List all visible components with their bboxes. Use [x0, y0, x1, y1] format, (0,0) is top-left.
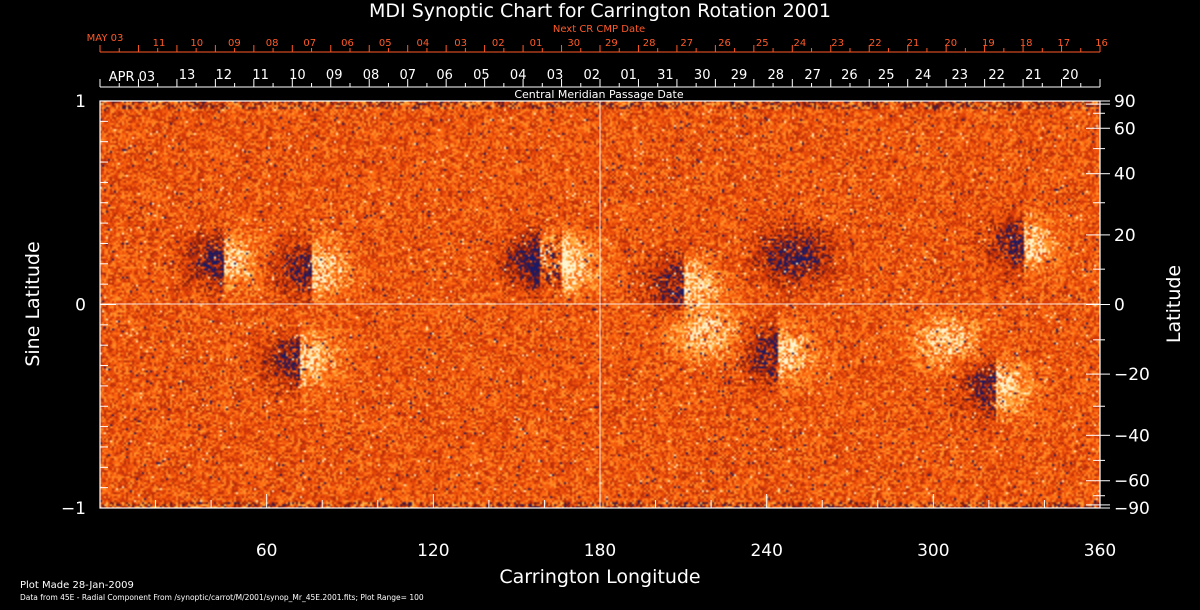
x-tick-label: 300: [917, 541, 949, 561]
next-cr-date-label: 17: [1057, 38, 1070, 49]
next-cr-date-label: 18: [1020, 38, 1033, 49]
next-cr-date-label: 19: [982, 38, 995, 49]
next-cr-date-label: 27: [680, 38, 693, 49]
y-right-tick-label: 60: [1114, 119, 1136, 139]
next-cr-date-label: 28: [643, 38, 656, 49]
next-cr-date-label: 06: [341, 38, 354, 49]
next-cr-date-label: 05: [379, 38, 392, 49]
x-tick-label: 360: [1084, 541, 1116, 561]
cmp-date-label: 28: [768, 68, 785, 83]
y-right-tick-label: −40: [1114, 426, 1150, 446]
next-cr-date-label: 01: [530, 38, 543, 49]
cmp-date-label: 26: [841, 68, 858, 83]
y-right-tick-label: −90: [1114, 499, 1150, 519]
cmp-date-label: 31: [657, 68, 674, 83]
data-source-note: Data from 45E - Radial Component From /s…: [20, 593, 424, 602]
cmp-date-label: 30: [694, 68, 711, 83]
cmp-date-label: 06: [436, 68, 453, 83]
cmp-date-label: 03: [547, 68, 564, 83]
next-cr-date-label: 03: [454, 38, 467, 49]
next-cr-date-label: 10: [190, 38, 203, 49]
next-cr-date-label: 23: [831, 38, 844, 49]
next-cr-date-label: 29: [605, 38, 618, 49]
next-cr-date-label: 30: [567, 38, 580, 49]
next-cr-date-label: 20: [944, 38, 957, 49]
y-right-tick-label: −60: [1114, 472, 1150, 492]
cmp-axis-title: Central Meridian Passage Date: [514, 88, 683, 101]
next-cr-date-label: 09: [228, 38, 241, 49]
y-right-tick-label: 40: [1114, 165, 1136, 185]
y-right-tick-label: 20: [1114, 226, 1136, 246]
cmp-start-label: APR 03: [109, 70, 155, 85]
x-axis-title: Carrington Longitude: [499, 566, 700, 588]
next-cr-date-label: 22: [869, 38, 882, 49]
next-cr-date-label: 25: [756, 38, 769, 49]
next-cr-date-label: 07: [303, 38, 316, 49]
x-tick-label: 240: [750, 541, 782, 561]
x-tick-label: 60: [256, 541, 278, 561]
y-right-tick-label: 0: [1114, 296, 1125, 316]
next-cr-date-label: 21: [907, 38, 920, 49]
next-cr-date-label: 16: [1095, 38, 1108, 49]
cmp-date-label: 12: [216, 68, 233, 83]
cmp-date-label: 22: [988, 68, 1005, 83]
cmp-date-label: 25: [878, 68, 895, 83]
next-cr-date-label: 24: [794, 38, 807, 49]
next-cr-date-label: 04: [417, 38, 430, 49]
next-cr-start-label: MAY 03: [87, 33, 124, 44]
cmp-date-label: 02: [584, 68, 601, 83]
next-cr-date-label: 08: [266, 38, 279, 49]
next-cr-date-label: 26: [718, 38, 731, 49]
x-tick-label: 180: [584, 541, 616, 561]
cmp-date-label: 07: [400, 68, 417, 83]
y-axis-right-title: Latitude: [1163, 265, 1185, 343]
y-left-tick-label: 1: [75, 92, 86, 112]
plot-made-note: Plot Made 28-Jan-2009: [20, 580, 134, 591]
cmp-date-label: 21: [1025, 68, 1042, 83]
cmp-date-label: 09: [326, 68, 343, 83]
cmp-date-label: 24: [915, 68, 932, 83]
next-cr-axis-title: Next CR CMP Date: [553, 24, 645, 35]
cmp-date-label: 01: [620, 68, 637, 83]
cmp-date-label: 11: [252, 68, 269, 83]
y-right-tick-label: −20: [1114, 365, 1150, 385]
y-left-tick-label: 0: [75, 296, 86, 316]
next-cr-axis-ticks: 11 10 09 08 07 06 05 04 03 02 01 30 29 28 27 26 25 24 23 22…: [99, 38, 1108, 52]
cmp-date-label: 04: [510, 68, 527, 83]
cmp-date-label: 27: [804, 68, 821, 83]
cmp-date-label: 05: [473, 68, 490, 83]
y-left-tick-label: −1: [61, 499, 86, 519]
cmp-date-label: 10: [289, 68, 306, 83]
cmp-axis-ticks: 13 12 11 10 09 08 07 06 05 04 03 02 01 31 30 29 28 27 26 25…: [99, 68, 1101, 87]
next-cr-date-label: 11: [153, 38, 166, 49]
cmp-date-label: 08: [363, 68, 380, 83]
y-axis-left-title: Sine Latitude: [22, 241, 44, 366]
axes: 60 120 180 240 300 360 −1 0 1 90 60 40 20 0 −20 −40 −60 −…: [61, 92, 1150, 561]
x-tick-label: 120: [417, 541, 449, 561]
cmp-date-label: 29: [731, 68, 748, 83]
cmp-date-label: 23: [952, 68, 969, 83]
chart-title: MDI Synoptic Chart for Carrington Rotati…: [369, 0, 831, 22]
cmp-date-label: 13: [179, 68, 196, 83]
next-cr-date-label: 02: [492, 38, 505, 49]
y-right-tick-label: 90: [1114, 92, 1136, 112]
cmp-date-label: 20: [1062, 68, 1079, 83]
